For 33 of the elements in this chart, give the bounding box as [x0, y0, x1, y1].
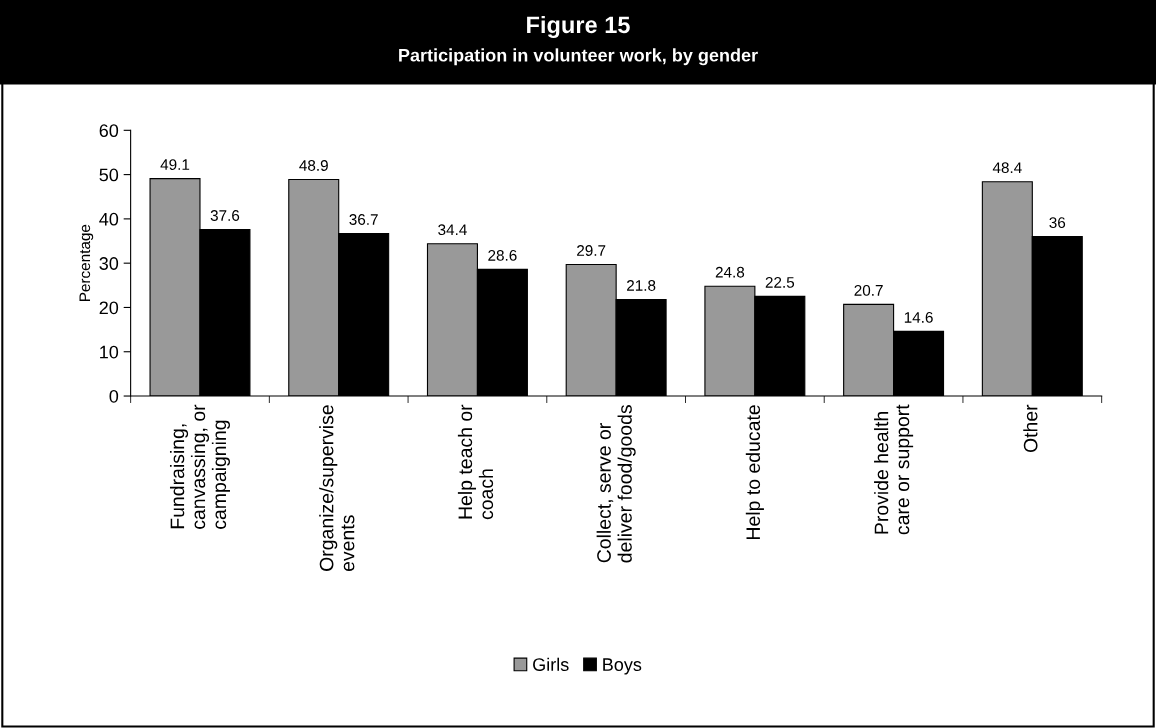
- data-label: 20.7: [854, 284, 883, 296]
- data-label: 29.7: [577, 245, 606, 256]
- chart-title: Figure 15: [527, 15, 630, 38]
- y-tick-label: 40: [99, 212, 119, 226]
- data-label: 36.7: [349, 214, 378, 225]
- x-tick-label: Other: [1023, 404, 1038, 453]
- legend-label: Boys: [603, 658, 642, 675]
- y-tick-label: 50: [99, 168, 119, 182]
- x-tick-label: Organize/supervise events: [319, 405, 355, 572]
- data-label: 48.4: [992, 162, 1022, 174]
- data-label: 28.6: [488, 249, 517, 261]
- data-label: 49.1: [160, 159, 190, 171]
- data-label: 24.8: [715, 266, 745, 278]
- x-tick-label: Provide health care or support: [874, 404, 914, 535]
- legend-label: Girls: [533, 657, 569, 671]
- data-label: 37.6: [210, 210, 240, 221]
- data-label: 36: [1049, 217, 1066, 229]
- chart-subtitle: Participation in volunteer work, by gender: [399, 48, 758, 66]
- x-tick-label: Help teach or coach: [457, 404, 494, 520]
- x-tick-label: Fundraising, canvassing, or campaigning: [169, 404, 230, 529]
- data-label: 14.6: [904, 311, 933, 323]
- x-tick-label: Collect, serve or deliver food/goods: [596, 405, 636, 563]
- data-label: 21.8: [627, 280, 656, 291]
- data-label: 22.5: [765, 276, 795, 288]
- y-tick-label: 0: [109, 389, 119, 403]
- data-label: 48.9: [299, 160, 328, 171]
- y-axis-title: Percentage: [79, 224, 94, 301]
- y-tick-label: 10: [100, 345, 119, 359]
- y-tick-label: 20: [99, 301, 119, 315]
- y-tick-label: 30: [99, 257, 119, 270]
- x-tick-label: Help to educate: [745, 405, 764, 539]
- data-label: 34.4: [438, 224, 467, 236]
- y-tick-label: 60: [99, 124, 119, 138]
